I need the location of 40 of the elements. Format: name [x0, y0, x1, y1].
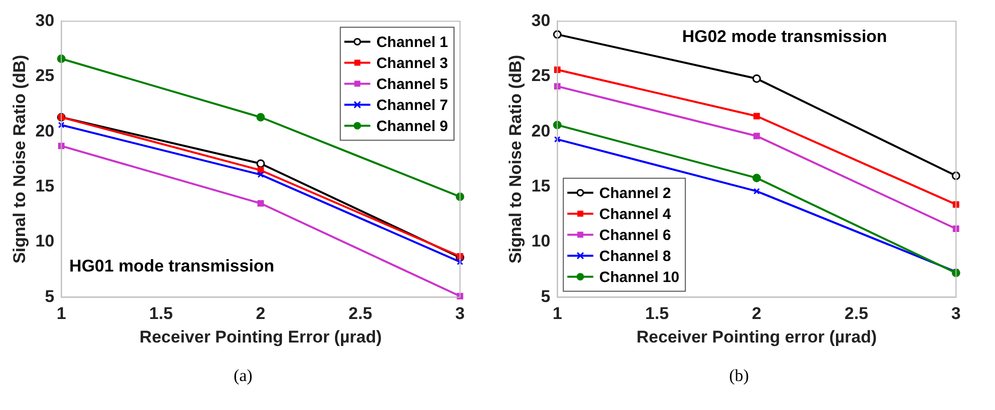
x-tick-label: 2.5	[348, 304, 372, 324]
legend-label: Channel 4	[599, 206, 672, 223]
y-tick-label: 20	[35, 121, 54, 140]
y-tick-label: 5	[540, 286, 550, 306]
text: (a)	[232, 366, 254, 386]
y-axis-title: Signal to Noise Ratio (dB)	[10, 54, 29, 264]
legend-label: Channel 1	[376, 34, 448, 51]
y-tick-label: 30	[35, 10, 54, 30]
x-axis-title: Receiver Pointing Error (µrad)	[140, 327, 382, 346]
y-tick-label: 10	[35, 232, 54, 251]
legend-label: Channel 9	[376, 118, 448, 135]
y-tick-label: 20	[531, 121, 550, 140]
y-tick-label: 5	[44, 286, 54, 306]
text: (b)	[728, 366, 750, 386]
legend-label: Channel 5	[376, 76, 448, 93]
x-tick-label: 1	[56, 304, 66, 324]
legend-label: Channel 2	[599, 184, 671, 202]
x-axis-title: Receiver Pointing error (µrad)	[636, 327, 877, 346]
legend-label: Channel 10	[599, 268, 680, 286]
annotation: HG01 mode transmission	[69, 256, 274, 276]
y-tick-label: 10	[531, 232, 550, 251]
x-tick-label: 3	[951, 304, 961, 324]
legend-label: Channel 7	[376, 96, 448, 114]
x-tick-label: 1.5	[149, 304, 173, 324]
x-tick-label: 3	[455, 304, 465, 324]
annotation: HG02 mode transmission	[682, 26, 888, 46]
legend-label: Channel 3	[376, 54, 448, 72]
x-tick-label: 2	[752, 304, 762, 324]
y-tick-label: 25	[35, 66, 54, 86]
legend-label: Channel 8	[599, 248, 671, 265]
legend-label: Channel 6	[599, 226, 671, 244]
y-axis-title: Signal to Noise Ratio (dB)	[506, 54, 525, 264]
x-tick-label: 1	[552, 304, 562, 324]
y-tick-label: 15	[35, 176, 54, 196]
x-tick-label: 2	[256, 304, 266, 324]
y-tick-label: 25	[531, 66, 550, 86]
x-tick-label: 1.5	[645, 304, 669, 324]
y-tick-label: 15	[531, 176, 550, 196]
y-tick-label: 30	[531, 10, 550, 30]
x-tick-label: 2.5	[844, 304, 868, 324]
